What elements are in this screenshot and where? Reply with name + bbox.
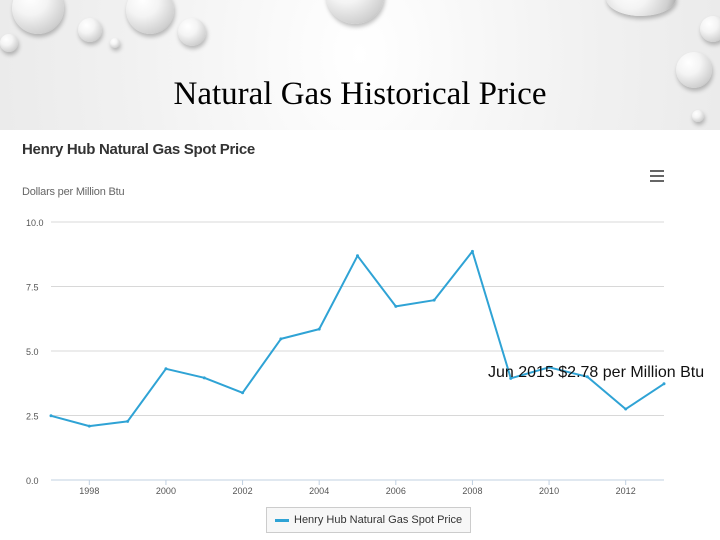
x-tick-label: 2006 bbox=[386, 486, 406, 496]
data-point bbox=[164, 367, 168, 371]
data-point bbox=[624, 407, 628, 411]
x-tick-label: 2002 bbox=[233, 486, 253, 496]
y-tick-label: 5.0 bbox=[26, 347, 39, 357]
water-drop bbox=[78, 18, 102, 42]
water-drop bbox=[692, 110, 704, 122]
x-tick-label: 2010 bbox=[539, 486, 559, 496]
data-point bbox=[432, 298, 436, 302]
x-tick-label: 2012 bbox=[616, 486, 636, 496]
chart-title: Henry Hub Natural Gas Spot Price bbox=[22, 141, 255, 158]
x-tick-label: 2004 bbox=[309, 486, 329, 496]
data-point bbox=[662, 382, 666, 386]
slide-title: Natural Gas Historical Price bbox=[173, 76, 547, 112]
water-drop bbox=[178, 18, 206, 46]
data-point bbox=[317, 327, 321, 331]
data-point bbox=[49, 414, 53, 418]
data-point bbox=[356, 254, 359, 258]
water-drop bbox=[110, 38, 120, 48]
chart-panel bbox=[0, 130, 720, 540]
legend-label: Henry Hub Natural Gas Spot Price bbox=[294, 514, 463, 526]
x-tick-label: 2008 bbox=[462, 486, 482, 496]
data-point bbox=[87, 424, 91, 428]
water-drop bbox=[606, 0, 676, 16]
series-line bbox=[50, 250, 665, 428]
y-tick-label: 2.5 bbox=[26, 412, 39, 422]
legend-swatch bbox=[275, 518, 289, 522]
price-annotation: Jun 2015 $2.78 per Million Btu bbox=[488, 364, 705, 381]
data-point bbox=[241, 391, 245, 395]
y-tick-label: 10.0 bbox=[26, 218, 44, 228]
y-axis-title: Dollars per Million Btu bbox=[22, 186, 125, 198]
y-tick-label: 0.0 bbox=[26, 476, 39, 486]
data-point bbox=[585, 375, 589, 379]
x-tick-label: 2000 bbox=[156, 486, 176, 496]
data-point bbox=[202, 376, 206, 380]
x-tick-label: 1998 bbox=[79, 486, 99, 496]
water-drop bbox=[700, 16, 720, 42]
data-point bbox=[279, 337, 283, 341]
water-drop bbox=[0, 34, 18, 52]
data-point bbox=[470, 249, 474, 253]
legend[interactable]: Henry Hub Natural Gas Spot Price bbox=[266, 507, 472, 533]
data-point bbox=[126, 419, 130, 423]
line-chart: 0.0 2.5 5.0 7.5 10.0 1998 2000 2002 2004 2006 2008… bbox=[26, 218, 666, 496]
data-point bbox=[509, 376, 513, 380]
data-point bbox=[547, 365, 551, 369]
data-point bbox=[394, 304, 398, 308]
water-drop bbox=[676, 52, 712, 88]
hamburger-menu-icon[interactable] bbox=[650, 170, 664, 184]
y-tick-label: 7.5 bbox=[26, 283, 39, 293]
